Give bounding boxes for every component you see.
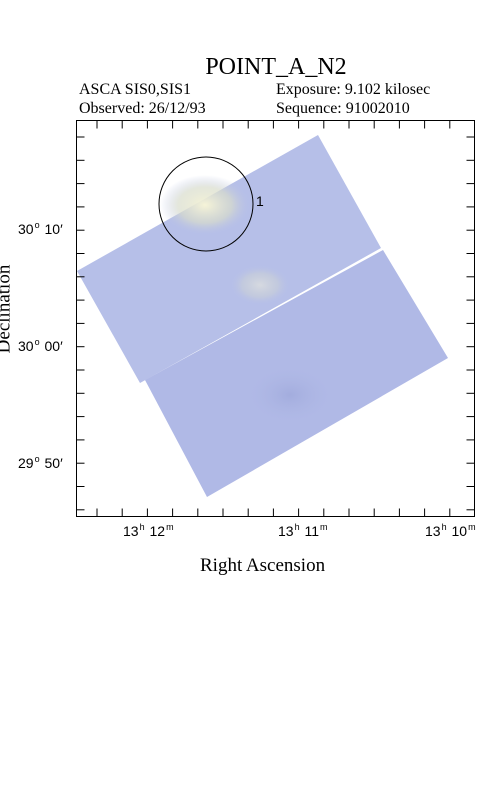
y-tick-label-1: 30o 10′ [18,220,63,237]
y-tick-label-2: 30o 00′ [18,337,63,354]
bright-source-emission [160,175,250,235]
x-axis-label: Right Ascension [200,555,326,576]
source-label: 1 [256,193,264,209]
faint-emission [230,265,290,305]
instrument-text: ASCA SIS0,SIS1 [79,81,192,98]
observed-date-text: Observed: 26/12/93 [79,100,206,117]
x-tick-label-1: 13h 12m [123,522,174,539]
x-tick-label-2: 13h 11m [278,522,328,539]
darker-region [245,365,335,425]
y-axis-label: Declination [0,264,15,354]
ccd-chip-upper [77,135,381,383]
y-tick-label-3: 29o 50′ [18,454,63,471]
x-tick-label-3: 13h 10m [425,522,476,539]
axis-ticks [76,120,475,517]
plot-title: POINT_A_N2 [205,54,347,80]
exposure-text: Exposure: 9.102 kilosec [276,81,431,98]
source-region-circle[interactable] [158,156,254,252]
sequence-text: Sequence: 91002010 [276,100,410,117]
plot-frame [76,120,475,517]
